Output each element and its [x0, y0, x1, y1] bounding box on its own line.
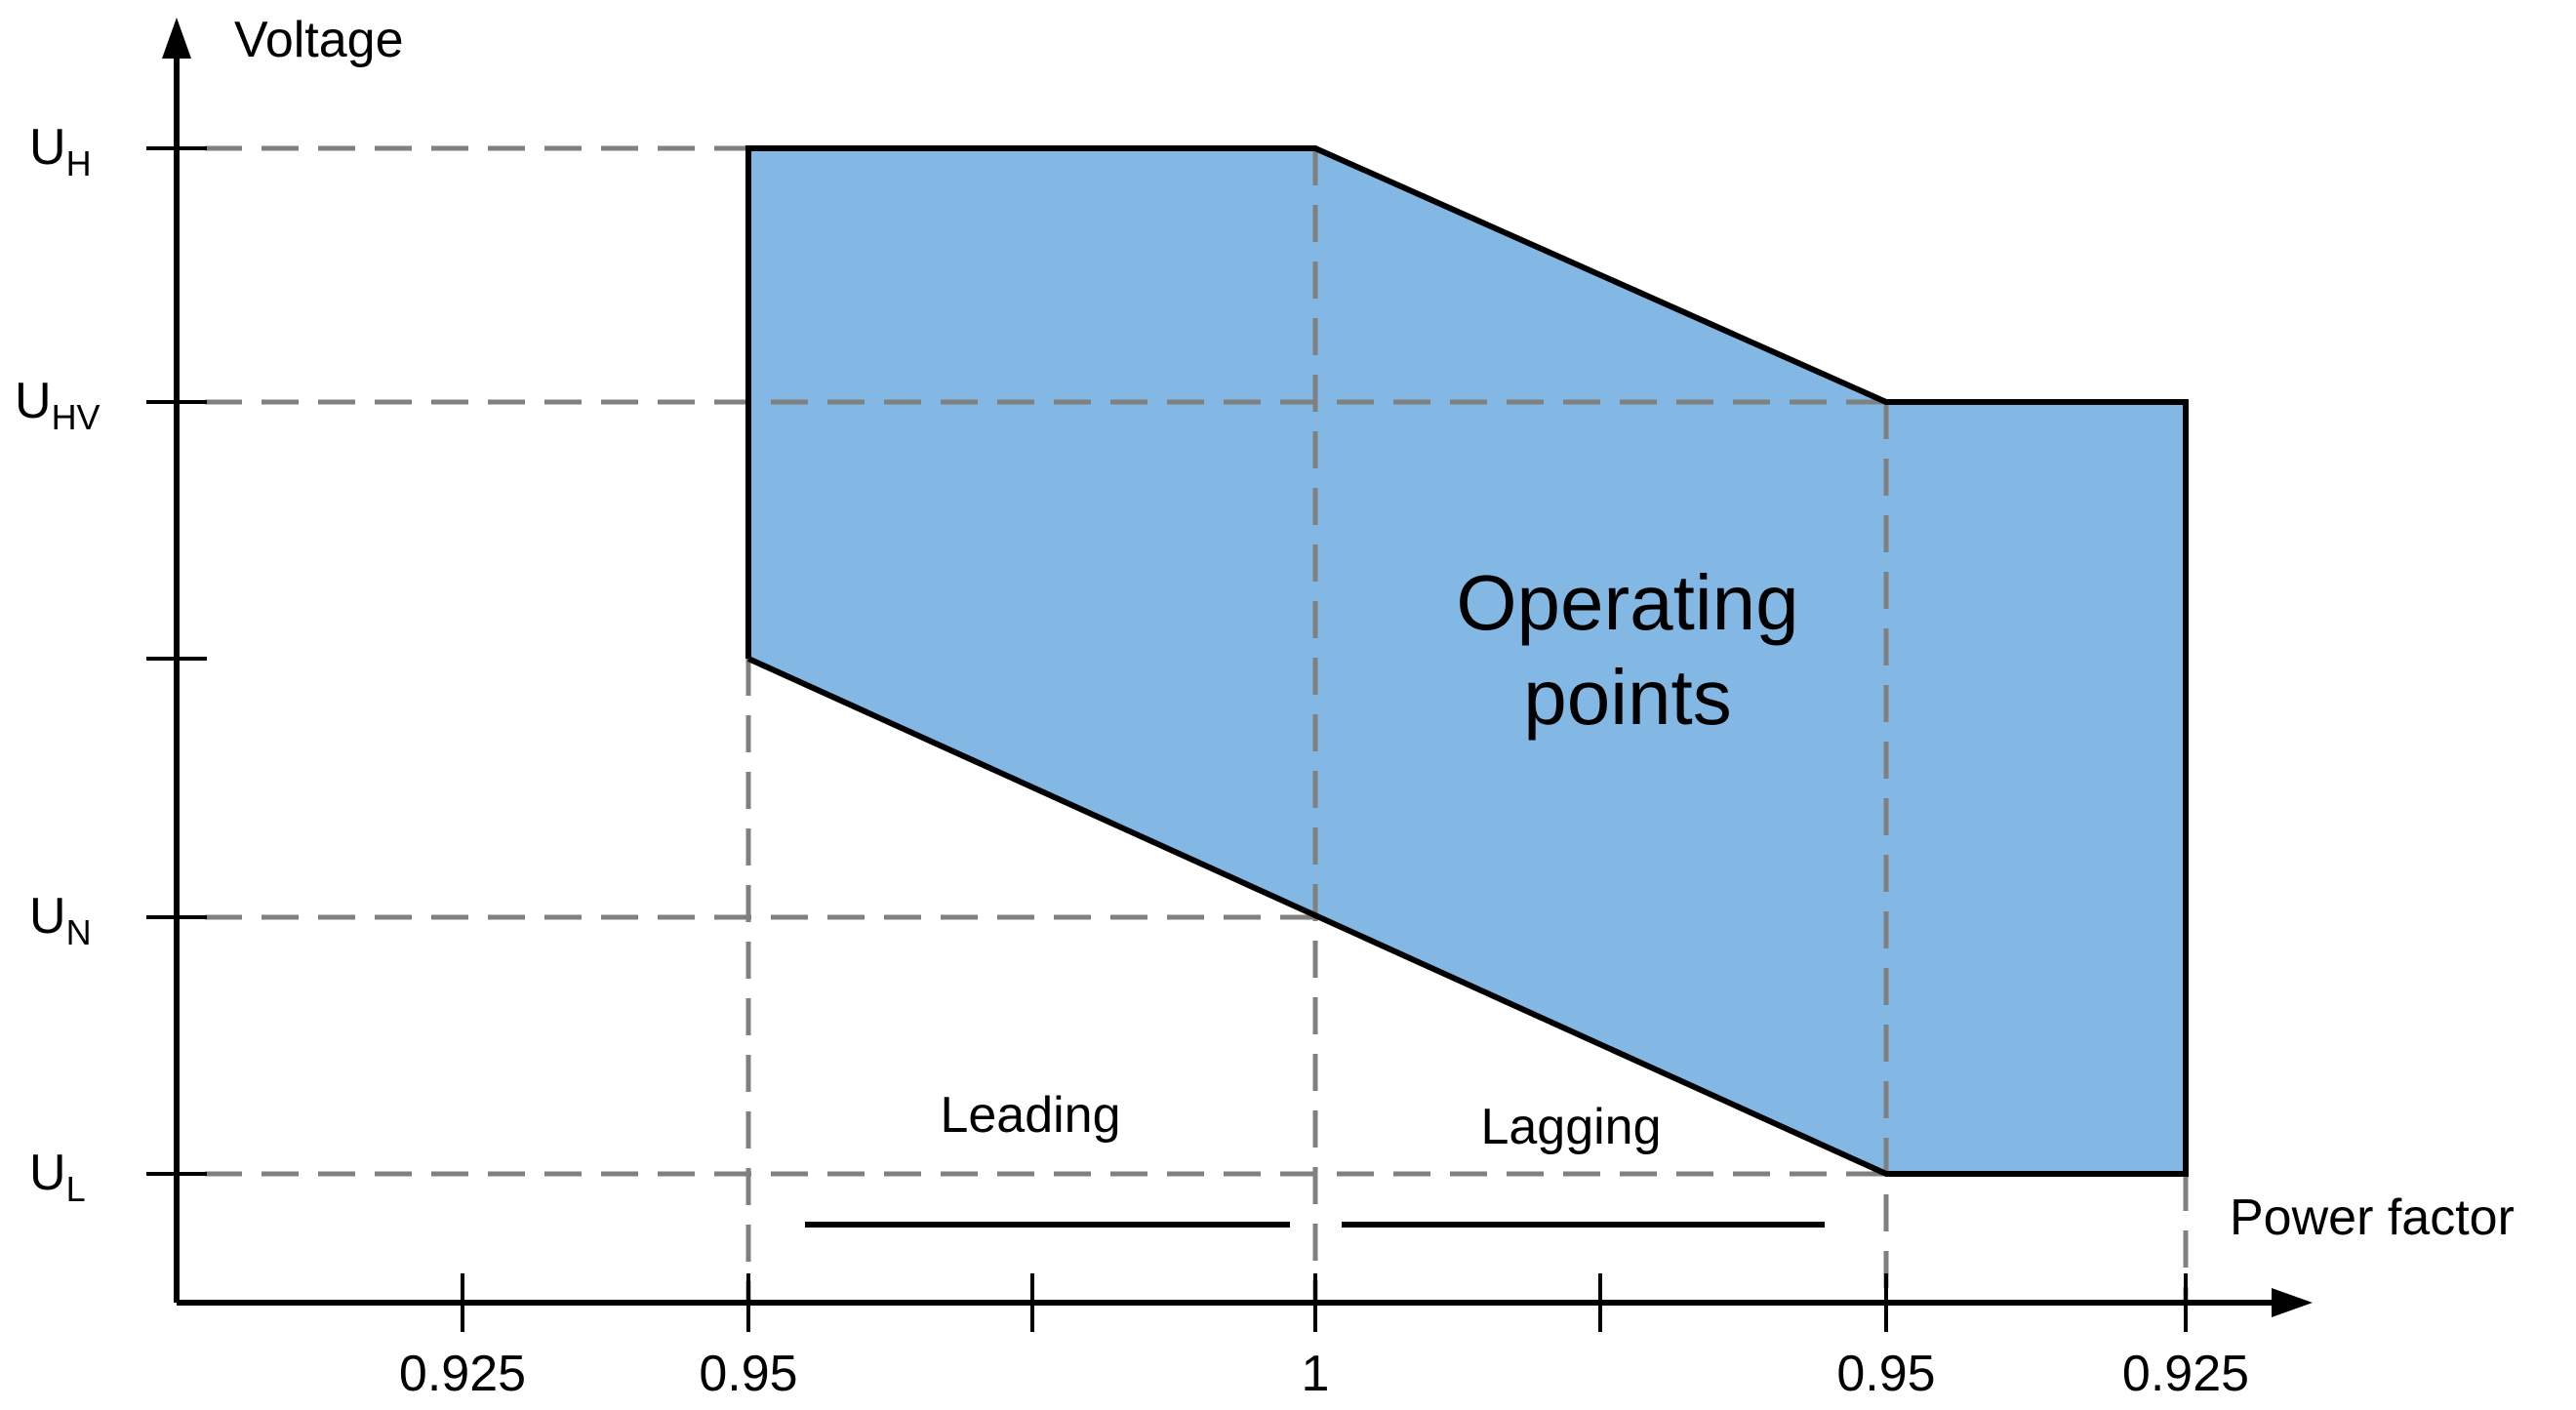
region-label-line2: points — [1523, 654, 1731, 741]
y-ticks — [146, 146, 207, 1176]
y-axis-label: Voltage — [234, 12, 404, 68]
x-axis-arrow-icon — [2272, 1288, 2313, 1317]
x-tick-label-095-left: 0.95 — [699, 1346, 797, 1402]
x-tick-label-095-right: 0.95 — [1836, 1346, 1935, 1402]
y-label-uhv-sub: HV — [52, 397, 101, 437]
y-label-un: UN — [29, 888, 92, 952]
y-label-uh-main: U — [29, 119, 66, 176]
leading-label: Leading — [940, 1087, 1120, 1144]
lagging-label: Lagging — [1480, 1099, 1661, 1155]
operating-region — [748, 148, 2186, 1174]
y-label-uh: UH — [29, 119, 92, 183]
x-tick-label-0925-right: 0.925 — [2122, 1346, 2249, 1402]
y-label-ul-main: U — [29, 1145, 66, 1201]
y-label-un-main: U — [29, 888, 66, 945]
region-label-line1: Operating — [1456, 559, 1798, 646]
y-label-ul-sub: L — [66, 1169, 86, 1209]
y-label-uh-sub: H — [66, 143, 92, 183]
guide-lines — [205, 145, 2189, 1303]
y-label-ul: UL — [29, 1145, 86, 1209]
y-axis-arrow-icon — [162, 18, 191, 59]
x-tick-label-1: 1 — [1302, 1346, 1330, 1402]
x-ticks — [461, 1273, 2188, 1332]
y-label-uhv-main: U — [15, 373, 52, 429]
x-axis-label: Power factor — [2230, 1189, 2515, 1246]
region-outline — [745, 145, 2189, 1177]
x-tick-label-0925-left: 0.925 — [399, 1346, 526, 1402]
y-label-uhv: UHV — [15, 373, 101, 437]
y-label-un-sub: N — [66, 912, 92, 952]
